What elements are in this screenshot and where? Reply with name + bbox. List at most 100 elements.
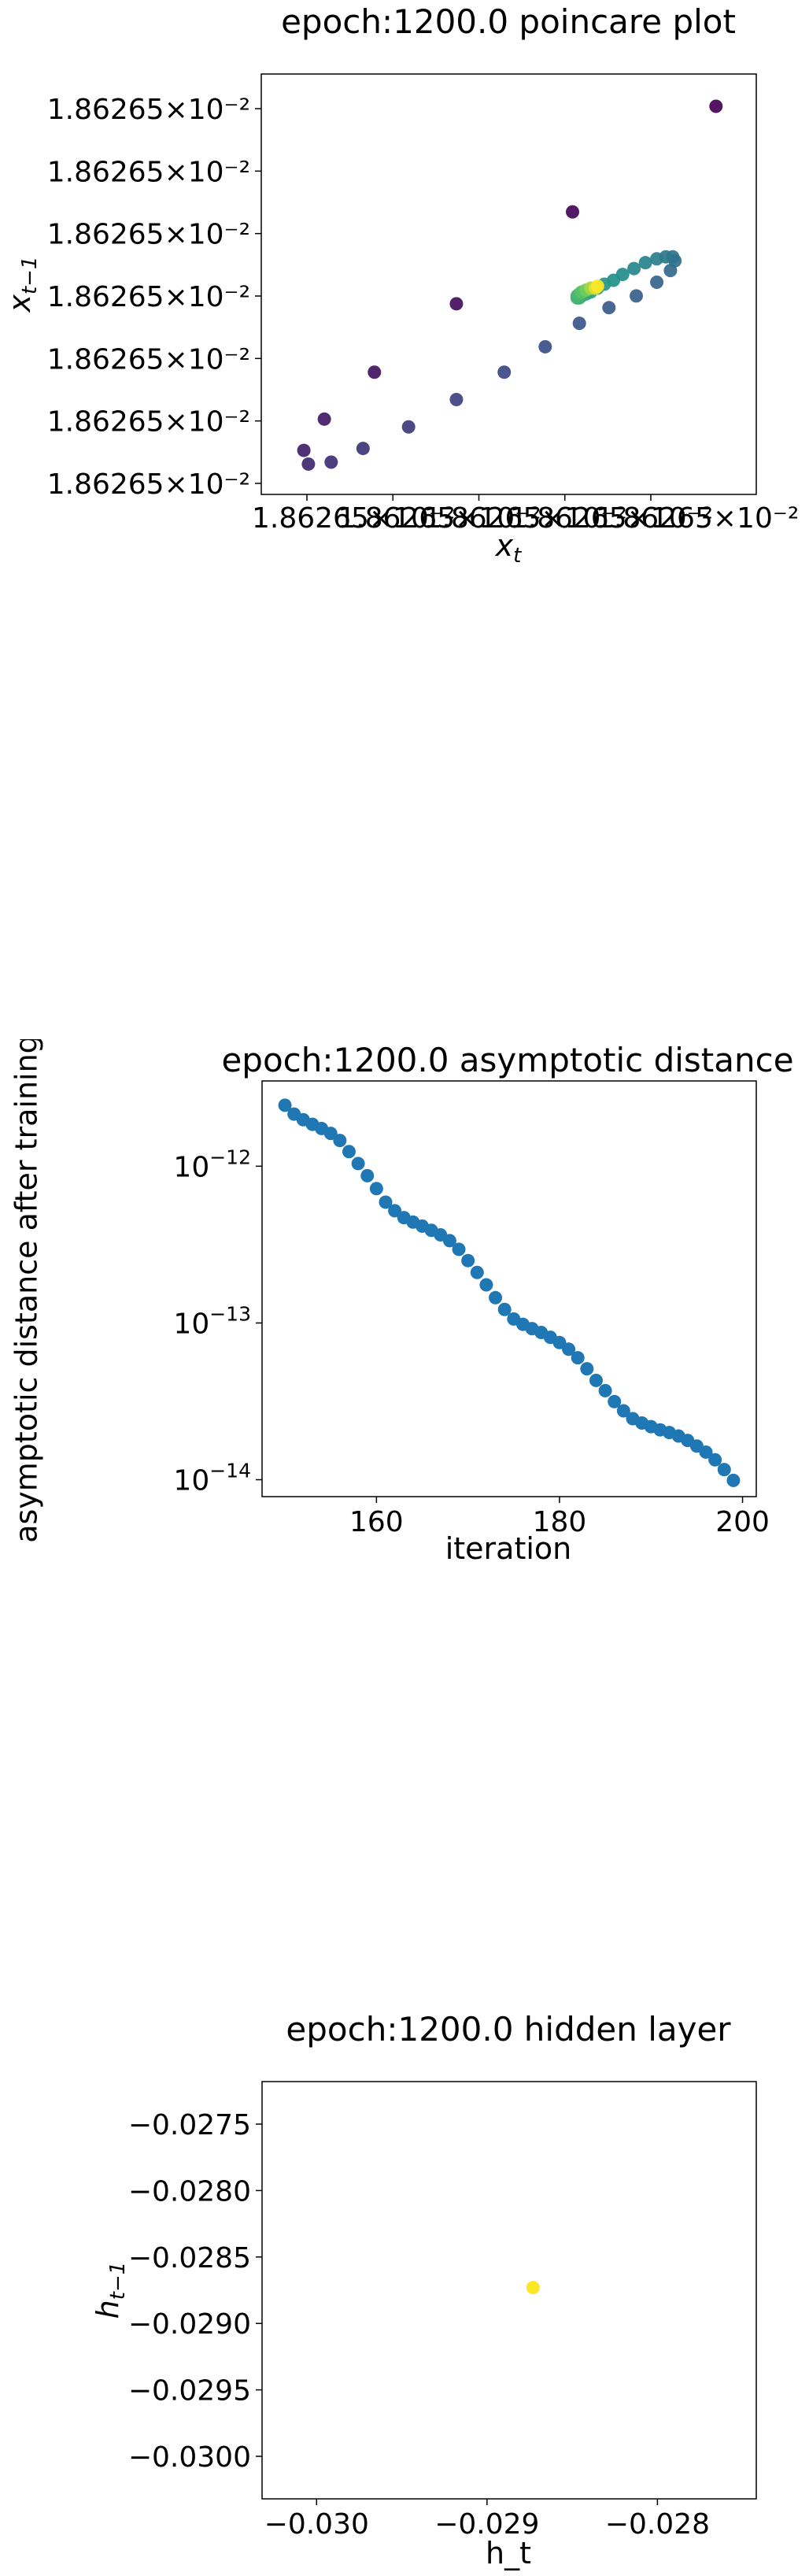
axes-frame bbox=[261, 1080, 757, 1497]
y-tick-label: 1.86265×10⁻² bbox=[47, 281, 250, 313]
x-tick-label: −0.029 bbox=[434, 2508, 539, 2541]
x-tick-label: −0.030 bbox=[264, 2508, 369, 2541]
scatter-point bbox=[580, 1362, 594, 1376]
scatter-point bbox=[324, 455, 338, 469]
scatter-point bbox=[368, 365, 382, 379]
x-tick-labels: 160 180 200 bbox=[349, 1497, 770, 1538]
scatter-point bbox=[442, 1234, 456, 1248]
scatter-point bbox=[627, 261, 641, 276]
scatter-point bbox=[301, 457, 316, 471]
y-tick-label: −0.0280 bbox=[128, 2175, 251, 2208]
y-axis-label-wrap: asymptotic distance after training bbox=[9, 1034, 44, 1543]
scatter-point bbox=[360, 1168, 375, 1183]
x-tick-label: 160 bbox=[349, 1506, 404, 1538]
scatter-point bbox=[333, 1134, 347, 1148]
y-tick-label: −0.0290 bbox=[128, 2308, 251, 2341]
y-tick-label: 1.86265×10⁻² bbox=[47, 94, 250, 126]
asymptotic-panel: epoch:1200.0 asymptotic distance 10−12 10… bbox=[0, 1034, 809, 1590]
scatter-point bbox=[297, 443, 311, 457]
y-tick-label: −0.0285 bbox=[128, 2242, 251, 2274]
y-tick-label: 1.86265×10⁻² bbox=[47, 219, 250, 251]
y-tick-label: −0.0275 bbox=[128, 2109, 251, 2141]
y-tick-label: 1.86265×10⁻² bbox=[47, 406, 250, 439]
scatter-point bbox=[278, 1098, 292, 1112]
scatter-point bbox=[369, 1182, 383, 1196]
x-tick-label: −0.028 bbox=[605, 2508, 710, 2541]
y-tick-label: 1.86265×10⁻² bbox=[47, 468, 250, 501]
x-tick-label: 1.86265×10⁻² bbox=[596, 502, 799, 535]
chart-title: epoch:1200.0 poincare plot bbox=[281, 2, 736, 41]
plot-area bbox=[526, 2281, 540, 2295]
scatter-point bbox=[571, 1351, 585, 1365]
scatter-point bbox=[650, 252, 664, 266]
scatter-point bbox=[630, 289, 644, 303]
scatter-point bbox=[590, 279, 604, 293]
y-tick-labels: 10−12 10−13 10−14 bbox=[173, 1146, 262, 1497]
scatter-point bbox=[452, 1242, 466, 1257]
x-axis-label: h_t bbox=[486, 2536, 531, 2570]
scatter-point bbox=[489, 1290, 503, 1305]
scatter-point bbox=[497, 365, 512, 379]
scatter-point bbox=[717, 1463, 731, 1477]
scatter-point bbox=[470, 1265, 484, 1279]
poincare-chart: epoch:1200.0 poincare plot 1.86265×10⁻²1… bbox=[2, 2, 799, 568]
x-tick-labels: −0.030 −0.029 −0.028 bbox=[264, 2499, 710, 2541]
y-tick-labels: −0.0275 −0.0280 −0.0285 −0.0290 −0.0295 −0.03… bbox=[128, 2109, 262, 2474]
plot-area bbox=[297, 99, 723, 471]
hidden-layer-panel: epoch:1200.0 hidden layer −0.0275 −0.0280… bbox=[0, 2008, 809, 2573]
asymptotic-chart: epoch:1200.0 asymptotic distance 10−1210… bbox=[9, 1034, 794, 1566]
svg-text:ht−1: ht−1 bbox=[91, 2262, 130, 2319]
x-axis-label: iteration bbox=[445, 1531, 572, 1566]
axes-frame bbox=[261, 2081, 757, 2500]
y-tick-label: −0.0295 bbox=[128, 2375, 251, 2408]
scatter-point bbox=[562, 1342, 576, 1356]
scatter-point bbox=[356, 442, 370, 456]
scatter-point bbox=[461, 1253, 475, 1268]
y-axis-label: asymptotic distance after training bbox=[9, 1039, 44, 1543]
x-tick-label: 1.86265×10⁻² bbox=[338, 502, 541, 535]
scatter-point bbox=[449, 393, 464, 407]
scatter-point bbox=[449, 297, 464, 311]
x-tick-label: 200 bbox=[715, 1506, 770, 1538]
scatter-point bbox=[608, 1394, 622, 1408]
scatter-point bbox=[479, 1278, 493, 1292]
scatter-point bbox=[379, 1195, 393, 1209]
scatter-point bbox=[708, 1453, 722, 1467]
y-tick-label: 1.86265×10⁻² bbox=[47, 343, 250, 376]
hidden-layer-chart: epoch:1200.0 hidden layer −0.0275 −0.0280… bbox=[91, 2010, 757, 2570]
x-tick-labels: 1.86265×10⁻²1.86265×10⁻²1.86265×10⁻²1.86… bbox=[252, 494, 799, 535]
y-axis-label: xt−1 bbox=[2, 256, 42, 313]
y-tick-label: 10−14 bbox=[173, 1460, 251, 1497]
scatter-point bbox=[638, 256, 652, 270]
scatter-point bbox=[566, 205, 580, 219]
scatter-point bbox=[342, 1145, 356, 1159]
scatter-point bbox=[388, 1204, 402, 1218]
scatter-point bbox=[351, 1157, 365, 1171]
scatter-point bbox=[526, 2281, 540, 2295]
scatter-point bbox=[401, 420, 416, 434]
axes-frame bbox=[260, 73, 757, 495]
poincare-panel: epoch:1200.0 poincare plot 1.86265×10⁻² 1… bbox=[0, 0, 809, 568]
svg-text:xt−1: xt−1 bbox=[2, 256, 42, 313]
y-tick-label: 10−13 bbox=[173, 1302, 251, 1340]
scatter-point bbox=[699, 1445, 713, 1459]
y-axis-label: ht−1 bbox=[91, 2262, 130, 2319]
scatter-point bbox=[726, 1473, 741, 1487]
scatter-point bbox=[616, 1404, 630, 1418]
scatter-point bbox=[552, 1335, 567, 1349]
scatter-point bbox=[709, 99, 723, 113]
scatter-point bbox=[538, 339, 552, 353]
y-tick-label: 1.86265×10⁻² bbox=[47, 156, 250, 188]
y-tick-labels: 1.86265×10⁻² 1.86265×10⁻² 1.86265×10⁻² 1.86… bbox=[47, 94, 261, 501]
chart-title: epoch:1200.0 asymptotic distance bbox=[221, 1041, 793, 1079]
chart-title: epoch:1200.0 hidden layer bbox=[286, 2010, 731, 2049]
plot-area bbox=[278, 1098, 741, 1487]
scatter-point bbox=[650, 276, 664, 290]
scatter-point bbox=[497, 1302, 512, 1316]
scatter-point bbox=[602, 301, 616, 315]
x-tick-label: 1.86265×10⁻² bbox=[252, 502, 455, 535]
scatter-point bbox=[323, 1127, 338, 1141]
x-tick-label: 180 bbox=[533, 1506, 587, 1538]
y-tick-label: −0.0300 bbox=[128, 2441, 251, 2474]
scatter-point bbox=[572, 316, 586, 331]
